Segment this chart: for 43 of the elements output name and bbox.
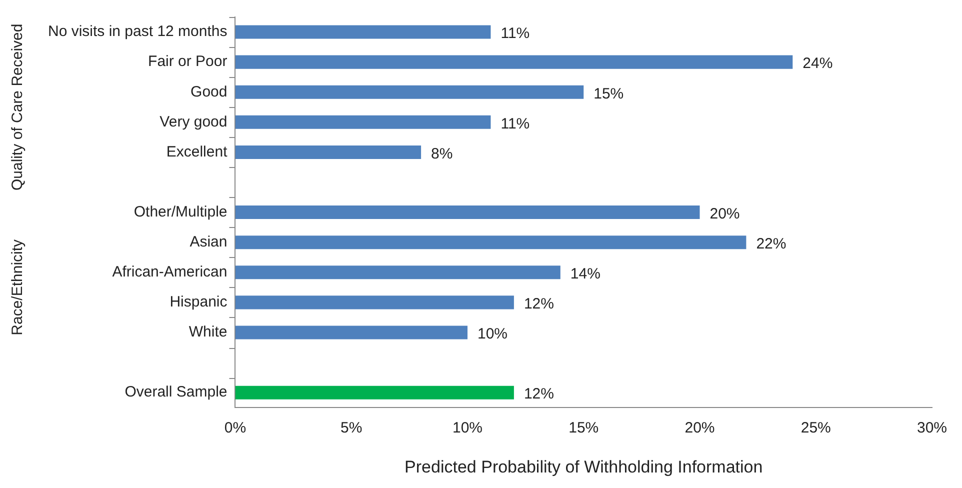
y-tick-label: No visits in past 12 months (48, 23, 228, 40)
bar (235, 206, 700, 220)
data-label: 24% (802, 55, 833, 72)
text: Race/Ethnicity (9, 238, 26, 336)
y-tick-label: Very good (160, 113, 228, 130)
x-tick-label: 30% (916, 420, 948, 437)
x-tick-label: 20% (684, 420, 715, 437)
y-tick-label: Overall Sample (124, 384, 228, 401)
bar (235, 145, 422, 159)
y-tick-label: Fair or Poor (148, 53, 228, 70)
y-tick-label: Other/Multiple (134, 203, 228, 220)
bar (235, 115, 491, 129)
x-axis-title: Predicted Probability of Withholding Information (404, 457, 763, 476)
bar (235, 236, 746, 250)
x-tick-label: 15% (568, 420, 599, 437)
data-label: 12% (524, 296, 554, 313)
data-label: 14% (570, 266, 600, 283)
data-label: 11% (500, 25, 530, 42)
y-tick-label: African-American (112, 264, 228, 281)
data-label: 22% (756, 235, 786, 252)
y-tick-label: Asian (190, 233, 228, 250)
bar (235, 326, 468, 340)
x-tick-label: 25% (800, 420, 831, 437)
data-label: 8% (431, 145, 453, 162)
x-tick-label: 5% (340, 420, 362, 437)
data-label: 11% (500, 115, 530, 132)
x-tick-label: 10% (452, 420, 483, 437)
bar (235, 386, 514, 400)
data-label: 20% (710, 205, 740, 222)
data-label: 12% (524, 386, 554, 403)
y-tick-label: Good (190, 83, 228, 100)
x-tick-label: 0% (224, 420, 246, 437)
bar (235, 55, 793, 69)
bar (235, 85, 584, 99)
text: Quality of Care Received (9, 24, 26, 191)
y-tick-label: White (188, 324, 228, 341)
bar (235, 25, 491, 39)
y-tick-label: Hispanic (170, 294, 228, 311)
data-label: 15% (594, 85, 624, 102)
y-tick-label: Excellent (166, 143, 228, 160)
bar (235, 266, 560, 280)
data-label: 10% (477, 326, 508, 343)
bar (235, 296, 514, 310)
